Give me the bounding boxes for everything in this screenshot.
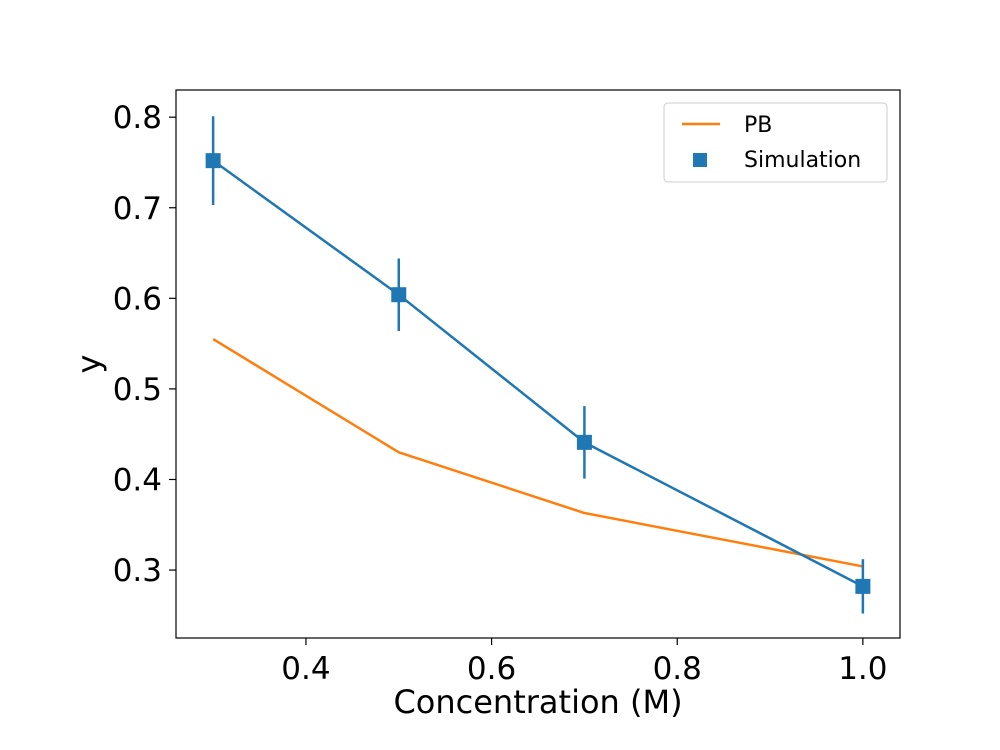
y-tick-label: 0.6 xyxy=(113,281,162,317)
data-point-square xyxy=(855,578,871,594)
x-tick-label: 0.8 xyxy=(653,651,702,687)
series-line-simulation xyxy=(212,159,864,588)
series-line-pb xyxy=(212,338,864,568)
x-tick-label: 1.0 xyxy=(838,651,887,687)
legend-simulation-label: Simulation xyxy=(744,148,861,173)
y-tick-label: 0.8 xyxy=(113,100,162,136)
y-axis-ticks: 0.3 0.4 0.5 0.6 0.7 0.8 xyxy=(113,100,176,589)
legend-pb-label: PB xyxy=(744,113,772,138)
legend-simulation-marker xyxy=(693,153,707,167)
x-tick-label: 0.6 xyxy=(467,651,516,687)
x-axis-ticks: 0.4 0.6 0.8 1.0 xyxy=(281,638,888,687)
data-point-square xyxy=(205,153,221,169)
y-tick-label: 0.3 xyxy=(113,553,162,589)
data-point-square xyxy=(391,287,407,303)
y-tick-label: 0.4 xyxy=(113,462,162,498)
y-axis-label: y xyxy=(70,355,108,374)
y-tick-label: 0.5 xyxy=(113,372,162,408)
x-tick-label: 0.4 xyxy=(281,651,330,687)
y-tick-label: 0.7 xyxy=(113,191,162,227)
legend: PB Simulation xyxy=(663,102,888,183)
x-axis-label: Concentration (M) xyxy=(393,683,682,721)
data-point-square xyxy=(576,434,592,450)
plot-frame xyxy=(175,89,901,639)
